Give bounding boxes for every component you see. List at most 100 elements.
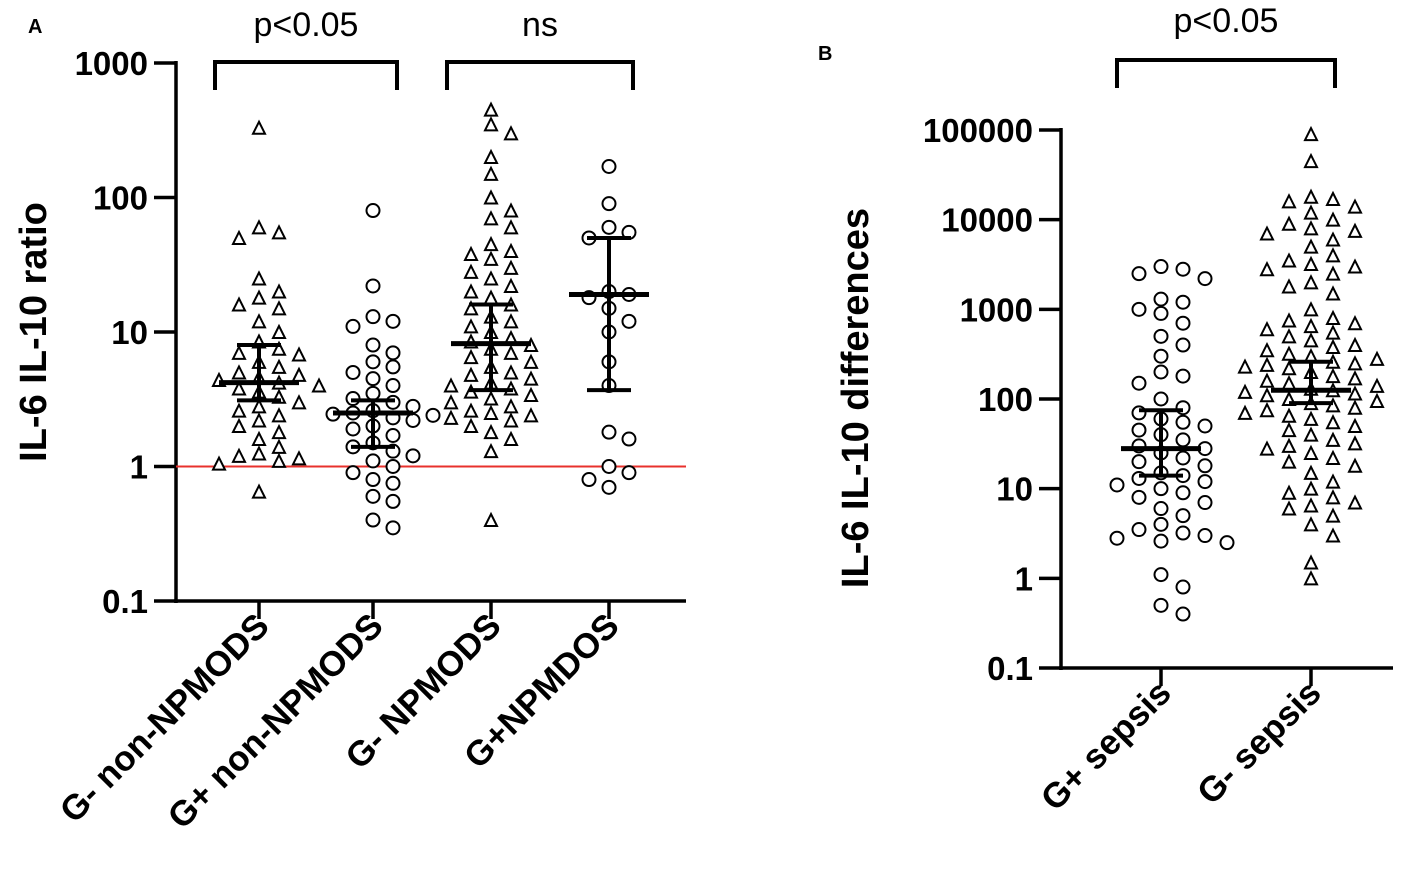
data-point-circle <box>581 472 597 488</box>
data-point-triangle <box>1281 345 1297 361</box>
data-point-circle <box>1175 315 1191 331</box>
data-point-triangle <box>251 313 267 329</box>
data-point-circle <box>1153 259 1169 275</box>
data-point-triangle <box>483 390 499 406</box>
data-point-triangle <box>1325 414 1341 430</box>
y-tick-label: 1000 <box>75 45 148 82</box>
data-point-triangle <box>1325 397 1341 413</box>
data-point-circle <box>385 313 401 329</box>
data-point-triangle <box>463 300 479 316</box>
panel-label-a: A <box>28 16 42 38</box>
data-point-circle <box>1175 414 1191 430</box>
data-point-triangle <box>1303 497 1319 513</box>
data-point-triangle <box>1303 152 1319 169</box>
data-point-triangle <box>1303 238 1319 254</box>
data-point-triangle <box>1347 336 1363 353</box>
data-point-triangle <box>271 358 287 374</box>
data-point-triangle <box>483 210 499 226</box>
data-point-circle <box>1175 525 1191 541</box>
data-point-triangle <box>271 224 287 240</box>
data-point-circle <box>1175 432 1191 448</box>
data-point-circle <box>425 407 441 423</box>
data-point-triangle <box>231 344 247 360</box>
data-point-triangle <box>251 483 267 499</box>
data-point-triangle <box>1369 392 1385 408</box>
data-point-circle <box>601 424 617 440</box>
data-point-triangle <box>1303 332 1319 348</box>
data-point-triangle <box>1325 449 1341 465</box>
data-point-triangle <box>1325 338 1341 355</box>
data-point-circle <box>1131 422 1147 438</box>
data-point-triangle <box>1281 278 1297 294</box>
data-point-circle <box>601 479 617 495</box>
data-point-circle <box>365 371 381 387</box>
data-point-circle <box>1197 418 1213 434</box>
data-point-circle <box>345 318 361 334</box>
data-point-triangle <box>271 407 287 423</box>
data-point-triangle <box>231 447 247 463</box>
data-point-triangle <box>483 189 499 205</box>
data-point-triangle <box>1259 372 1275 388</box>
data-point-circle <box>365 488 381 504</box>
data-point-circle <box>1153 567 1169 583</box>
data-point-triangle <box>1281 328 1297 344</box>
data-point-circle <box>385 520 401 536</box>
data-point-triangle <box>1281 500 1297 516</box>
data-point-triangle <box>503 398 519 414</box>
data-point-circle <box>385 475 401 491</box>
data-point-triangle <box>483 116 499 132</box>
significance-bracket <box>213 60 399 90</box>
data-point-triangle <box>503 277 519 293</box>
data-point-circle <box>601 219 617 235</box>
data-point-triangle <box>1259 225 1275 241</box>
data-point-circle <box>1175 400 1191 416</box>
data-point-circle <box>365 337 381 353</box>
data-point-circle <box>1197 271 1213 287</box>
data-point-triangle <box>1281 437 1297 453</box>
data-point-triangle <box>483 423 499 440</box>
data-point-triangle <box>1303 301 1319 317</box>
significance-bracket <box>1115 58 1337 88</box>
category-label: G- sepsis <box>1190 673 1329 812</box>
data-point-triangle <box>463 245 479 262</box>
data-point-triangle <box>503 125 519 141</box>
category-label: G+ sepsis <box>1033 673 1178 818</box>
data-point-triangle <box>503 202 519 218</box>
data-point-triangle <box>1347 399 1363 415</box>
data-point-circle <box>365 385 381 401</box>
data-point-circle <box>1197 458 1213 474</box>
data-point-circle <box>365 278 381 294</box>
data-point-triangle <box>463 283 479 299</box>
data-point-circle <box>1131 454 1147 470</box>
y-tick-label: 10 <box>111 314 148 351</box>
data-point-triangle <box>1347 222 1363 238</box>
data-point-triangle <box>1303 480 1319 496</box>
data-point-triangle <box>291 450 307 466</box>
data-point-triangle <box>463 417 479 434</box>
data-point-triangle <box>1325 473 1341 489</box>
data-point-triangle <box>1325 190 1341 207</box>
data-point-triangle <box>523 370 539 386</box>
data-point-triangle <box>523 353 539 369</box>
data-point-triangle <box>1325 265 1341 281</box>
data-point-triangle <box>271 340 287 356</box>
data-point-circle <box>1131 489 1147 505</box>
data-point-triangle <box>231 380 247 396</box>
y-tick-label: 100 <box>93 180 148 217</box>
data-point-circle <box>1153 533 1169 549</box>
data-point-triangle <box>1259 341 1275 358</box>
data-point-circle <box>1175 508 1191 524</box>
data-point-triangle <box>1347 198 1363 214</box>
significance-bracket <box>445 60 635 90</box>
data-point-circle <box>385 345 401 361</box>
data-point-triangle <box>503 412 519 428</box>
data-point-circle <box>1153 364 1169 380</box>
y-tick-label: 10000 <box>941 202 1033 239</box>
data-point-circle <box>1153 305 1169 321</box>
data-point-triangle <box>1369 350 1385 366</box>
data-point-triangle <box>251 430 267 447</box>
data-point-triangle <box>483 148 499 165</box>
data-point-triangle <box>231 229 247 245</box>
data-point-triangle <box>251 412 267 428</box>
